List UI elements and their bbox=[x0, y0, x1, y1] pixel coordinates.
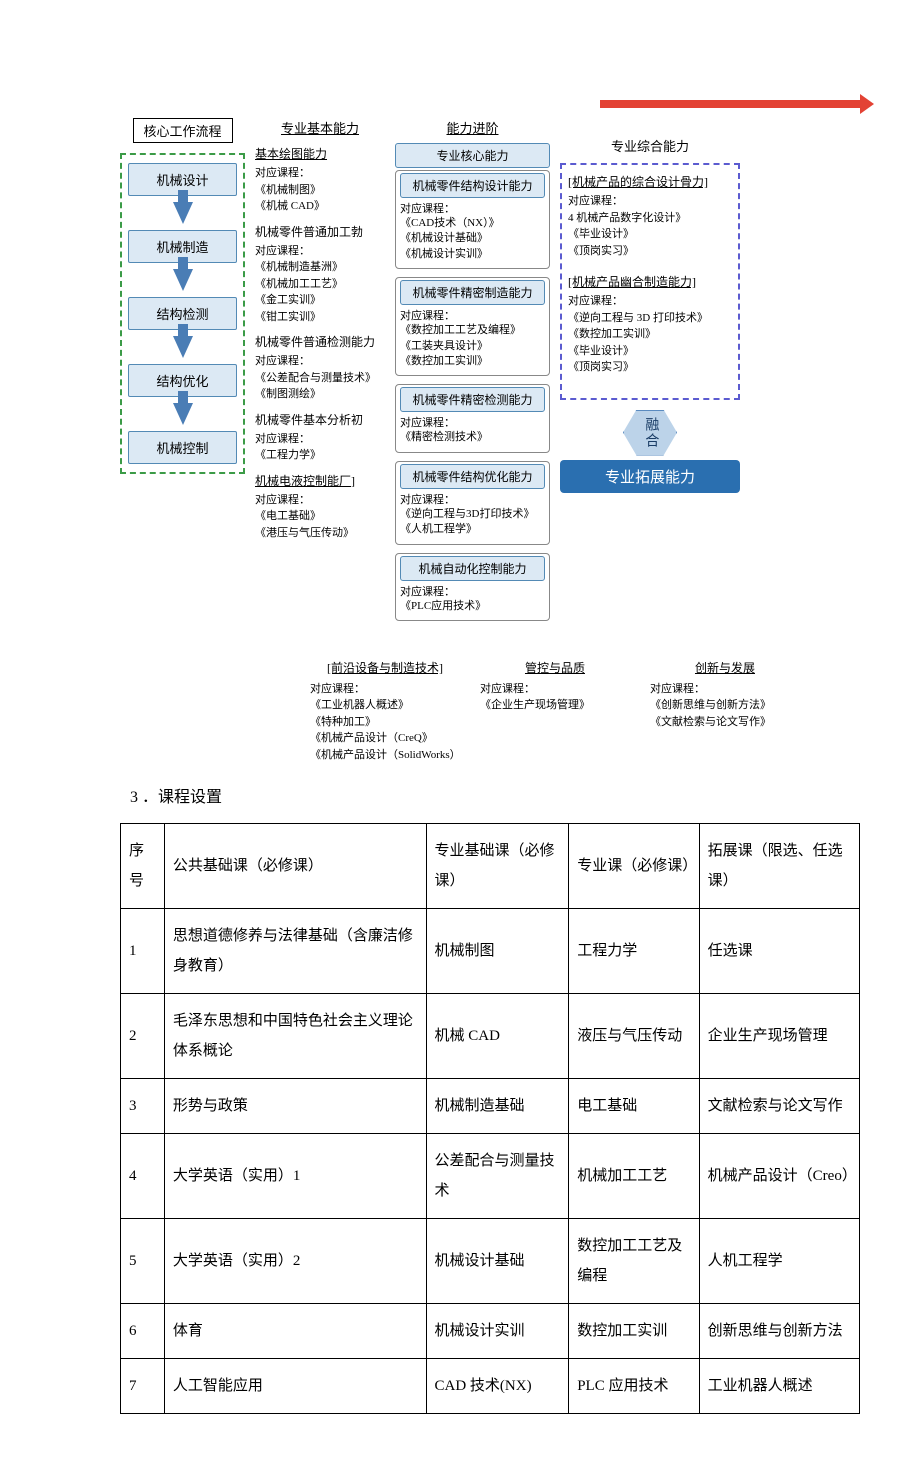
table-cell: 毛泽东思想和中国特色社会主义理论体系概论 bbox=[164, 994, 426, 1079]
table-row: 3形势与政策机械制造基础电工基础文献检索与论文写作 bbox=[121, 1079, 860, 1134]
core-card: 机械自动化控制能力对应课程：《PLC应用技术》 bbox=[395, 553, 550, 621]
table-cell: 数控加工实训 bbox=[569, 1304, 699, 1359]
table-cell: 企业生产现场管理 bbox=[699, 994, 859, 1079]
table-header: 专业课（必修课） bbox=[569, 824, 699, 909]
arrow-down-icon bbox=[173, 336, 193, 358]
comp-box: [机械产品的综合设计骨力]对应课程：4 机械产品数字化设计》《毕业设计》《顶岗实… bbox=[560, 163, 740, 400]
table-cell: 机械加工工艺 bbox=[569, 1134, 699, 1219]
basic-block: 机械电液控制能厂]对应课程：《电工基础》《港压与气压传动》 bbox=[255, 472, 385, 542]
table-header: 拓展课（限选、任选课） bbox=[699, 824, 859, 909]
section-title: 3 ．课程设置 bbox=[130, 783, 860, 807]
expand-banner: 专业拓展能力 bbox=[560, 460, 740, 493]
basic-block: 基本绘图能力对应课程：《机械制图》《机械 CAD》 bbox=[255, 145, 385, 215]
table-cell: 6 bbox=[121, 1304, 165, 1359]
core-column: 能力进阶 专业核心能力 机械零件结构设计能力对应课程：《CAD技术（NX）》《机… bbox=[395, 118, 550, 629]
basic-column: 专业基本能力 基本绘图能力对应课程：《机械制图》《机械 CAD》机械零件普通加工… bbox=[255, 118, 385, 549]
table-cell: 任选课 bbox=[699, 909, 859, 994]
table-cell: 机械制图 bbox=[426, 909, 569, 994]
table-row: 1思想道德修养与法律基础（含廉洁修身教育）机械制图工程力学任选课 bbox=[121, 909, 860, 994]
arrow-down-icon bbox=[173, 202, 193, 224]
table-row: 6体育机械设计实训数控加工实训创新思维与创新方法 bbox=[121, 1304, 860, 1359]
bottom-row: [前沿设备与制造技术]对应课程：《工业机器人概述》《特种加工》《机械产品设计（C… bbox=[310, 659, 860, 764]
core-card: 机械零件精密制造能力对应课程：《数控加工工艺及编程》《工装夹具设计》《数控加工实… bbox=[395, 277, 550, 376]
basic-block: 机械零件普通加工勃对应课程：《机械制造基洲》《机械加工工艺》《金工实训》《钳工实… bbox=[255, 223, 385, 326]
core-head: 能力进阶 bbox=[395, 118, 550, 137]
fuse-section: 融合 专业拓展能力 bbox=[560, 410, 740, 493]
table-cell: 电工基础 bbox=[569, 1079, 699, 1134]
table-cell: CAD 技术(NX) bbox=[426, 1359, 569, 1414]
table-cell: 创新思维与创新方法 bbox=[699, 1304, 859, 1359]
table-cell: PLC 应用技术 bbox=[569, 1359, 699, 1414]
table-cell: 4 bbox=[121, 1134, 165, 1219]
table-row: 5大学英语（实用）2机械设计基础数控加工工艺及编程人机工程学 bbox=[121, 1219, 860, 1304]
table-header: 专业基础课（必修课） bbox=[426, 824, 569, 909]
table-row: 2毛泽东思想和中国特色社会主义理论体系概论机械 CAD液压与气压传动企业生产现场… bbox=[121, 994, 860, 1079]
basic-title: 专业基本能力 bbox=[255, 118, 385, 137]
workflow-header: 核心工作流程 bbox=[133, 118, 233, 143]
table-cell: 体育 bbox=[164, 1304, 426, 1359]
workflow-box: 机械设计 机械制造 结构检测 结构优化 机械控制 bbox=[120, 153, 245, 474]
diagram: 核心工作流程 机械设计 机械制造 结构检测 结构优化 机械控制 专业基本能力 基… bbox=[120, 118, 860, 629]
bottom-block: 创新与发展对应课程：《创新思维与创新方法》《文献检索与论文写作》 bbox=[650, 659, 800, 764]
course-table: 序号公共基础课（必修课）专业基础课（必修课）专业课（必修课）拓展课（限选、任选课… bbox=[120, 823, 860, 1414]
core-card: 机械零件精密检测能力对应课程：《精密检测技术》 bbox=[395, 384, 550, 452]
table-cell: 人机工程学 bbox=[699, 1219, 859, 1304]
comp-column: 专业综合能力 [机械产品的综合设计骨力]对应课程：4 机械产品数字化设计》《毕业… bbox=[560, 118, 740, 493]
fuse-hex-icon: 融合 bbox=[623, 410, 677, 456]
table-header: 序号 bbox=[121, 824, 165, 909]
table-cell: 公差配合与测量技术 bbox=[426, 1134, 569, 1219]
table-cell: 机械设计基础 bbox=[426, 1219, 569, 1304]
bottom-block: 管控与品质对应课程：《企业生产现场管理》 bbox=[480, 659, 630, 764]
table-header: 公共基础课（必修课） bbox=[164, 824, 426, 909]
arrow-down-icon bbox=[173, 269, 193, 291]
table-row: 7人工智能应用CAD 技术(NX)PLC 应用技术工业机器人概述 bbox=[121, 1359, 860, 1414]
comp-block: [机械产品幽合制造能力]对应课程：《逆向工程与 3D 打印技术》《数控加工实训》… bbox=[568, 273, 732, 376]
table-cell: 数控加工工艺及编程 bbox=[569, 1219, 699, 1304]
table-cell: 工业机器人概述 bbox=[699, 1359, 859, 1414]
table-cell: 1 bbox=[121, 909, 165, 994]
workflow-step: 机械控制 bbox=[128, 431, 237, 464]
table-cell: 7 bbox=[121, 1359, 165, 1414]
core-card: 机械零件结构设计能力对应课程：《CAD技术（NX）》《机械设计基础》《机械设计实… bbox=[395, 170, 550, 269]
table-cell: 2 bbox=[121, 994, 165, 1079]
progression-arrow bbox=[600, 100, 860, 108]
workflow-column: 核心工作流程 机械设计 机械制造 结构检测 结构优化 机械控制 bbox=[120, 118, 245, 474]
table-cell: 大学英语（实用）2 bbox=[164, 1219, 426, 1304]
table-cell: 思想道德修养与法律基础（含廉洁修身教育） bbox=[164, 909, 426, 994]
table-cell: 3 bbox=[121, 1079, 165, 1134]
basic-block: 机械零件普通检测能力对应课程：《公差配合与测量技术》《制图测绘》 bbox=[255, 333, 385, 403]
table-cell: 机械制造基础 bbox=[426, 1079, 569, 1134]
table-row: 4大学英语（实用）1公差配合与测量技术机械加工工艺机械产品设计（Creo） bbox=[121, 1134, 860, 1219]
table-cell: 人工智能应用 bbox=[164, 1359, 426, 1414]
table-cell: 液压与气压传动 bbox=[569, 994, 699, 1079]
comp-block: [机械产品的综合设计骨力]对应课程：4 机械产品数字化设计》《毕业设计》《顶岗实… bbox=[568, 173, 732, 259]
core-card: 机械零件结构优化能力对应课程：《逆向工程与3D打印技术》《人机工程学》 bbox=[395, 461, 550, 545]
table-cell: 大学英语（实用）1 bbox=[164, 1134, 426, 1219]
arrow-down-icon bbox=[173, 403, 193, 425]
basic-block: 机械零件基本分析初对应课程：《工程力学》 bbox=[255, 411, 385, 464]
table-cell: 5 bbox=[121, 1219, 165, 1304]
table-cell: 机械产品设计（Creo） bbox=[699, 1134, 859, 1219]
core-pill: 专业核心能力 bbox=[395, 143, 550, 168]
table-cell: 文献检索与论文写作 bbox=[699, 1079, 859, 1134]
table-cell: 形势与政策 bbox=[164, 1079, 426, 1134]
table-cell: 工程力学 bbox=[569, 909, 699, 994]
comp-head: 专业综合能力 bbox=[560, 136, 740, 155]
table-cell: 机械设计实训 bbox=[426, 1304, 569, 1359]
table-cell: 机械 CAD bbox=[426, 994, 569, 1079]
bottom-block: [前沿设备与制造技术]对应课程：《工业机器人概述》《特种加工》《机械产品设计（C… bbox=[310, 659, 460, 764]
